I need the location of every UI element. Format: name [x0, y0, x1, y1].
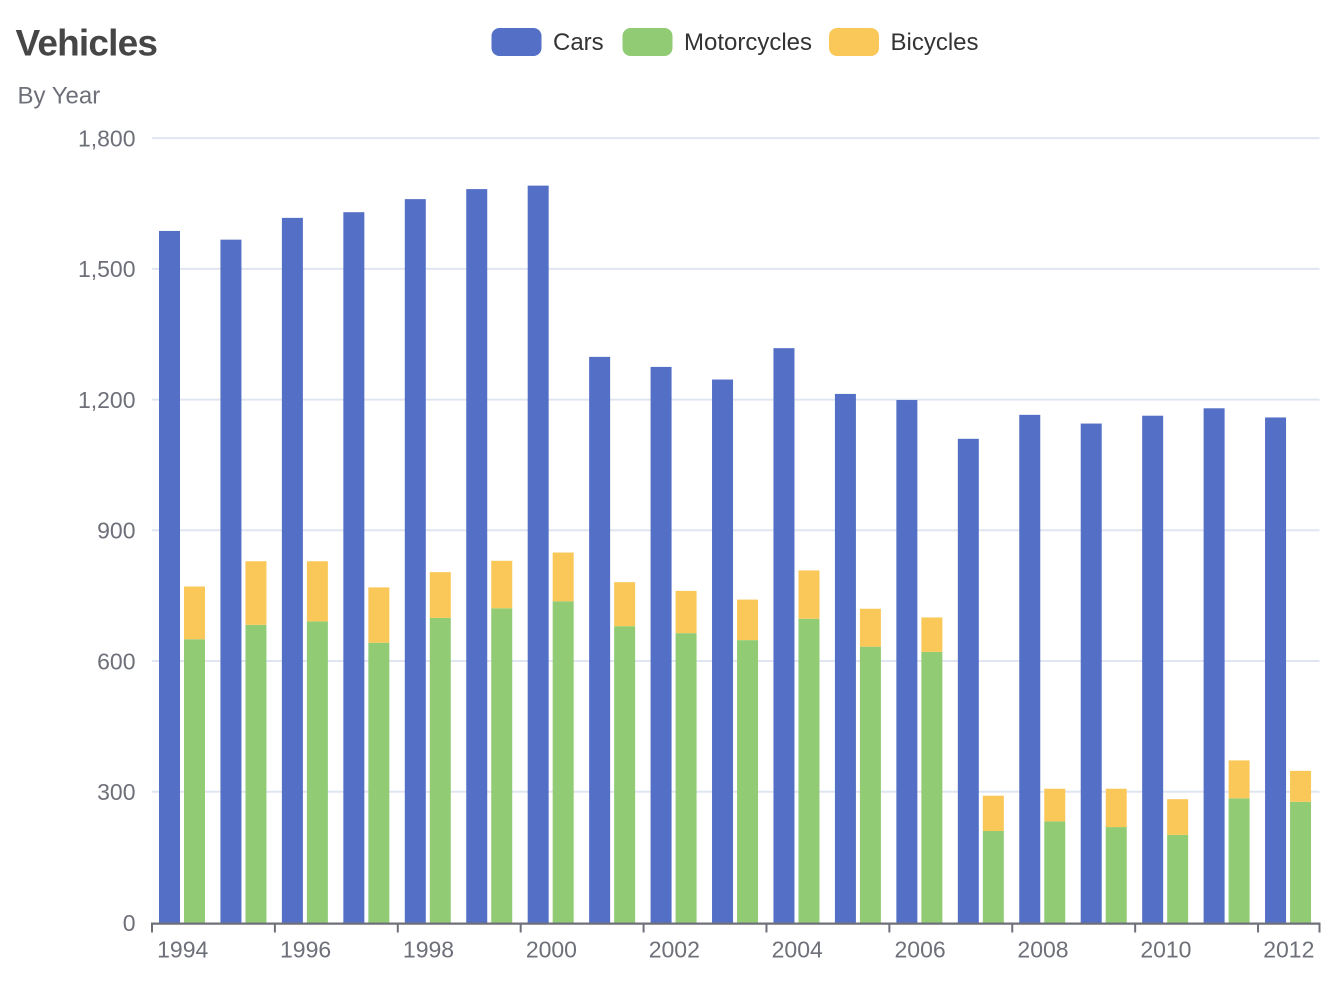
svg-text:900: 900	[97, 518, 135, 544]
svg-text:By Year: By Year	[18, 83, 101, 110]
svg-text:2010: 2010	[1140, 937, 1191, 963]
svg-text:1,500: 1,500	[78, 256, 136, 282]
svg-text:1,800: 1,800	[78, 125, 136, 151]
svg-text:1998: 1998	[403, 937, 454, 963]
svg-text:2004: 2004	[772, 937, 823, 963]
svg-text:0: 0	[123, 910, 136, 936]
svg-text:2000: 2000	[526, 937, 577, 963]
svg-text:600: 600	[97, 648, 135, 674]
svg-text:2002: 2002	[649, 937, 700, 963]
svg-text:1,200: 1,200	[78, 387, 136, 413]
svg-text:1996: 1996	[280, 937, 331, 963]
svg-text:2008: 2008	[1017, 937, 1068, 963]
svg-text:2006: 2006	[895, 937, 946, 963]
svg-text:Bicycles: Bicycles	[891, 29, 979, 56]
svg-text:Cars: Cars	[553, 29, 604, 56]
svg-text:1994: 1994	[157, 937, 208, 963]
svg-text:2012: 2012	[1263, 937, 1314, 963]
svg-text:300: 300	[97, 779, 135, 805]
svg-text:Motorcycles: Motorcycles	[684, 29, 812, 56]
svg-text:Vehicles: Vehicles	[16, 23, 158, 64]
